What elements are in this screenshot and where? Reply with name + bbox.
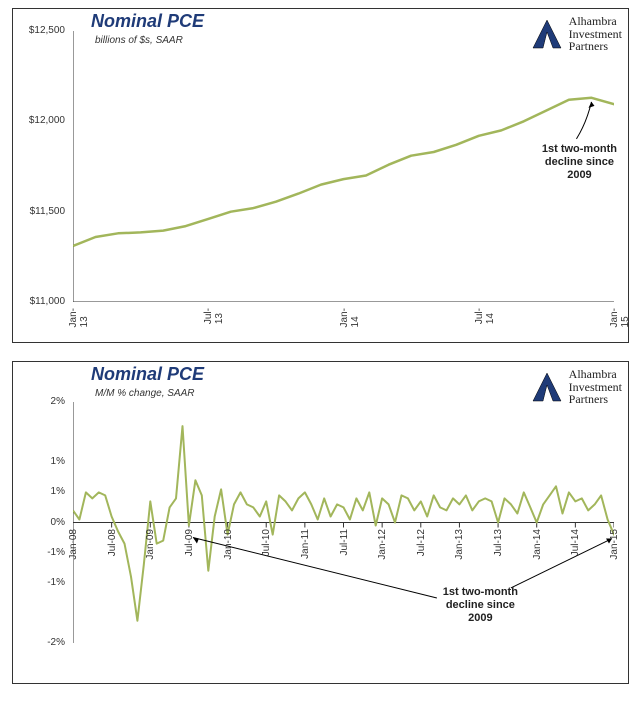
x-tick-label: Jul-14 <box>474 308 496 324</box>
x-tick-label: Jul-08 <box>107 529 118 556</box>
logo-2: Alhambra Investment Partners <box>531 368 622 406</box>
x-tick-label: Jan-15 <box>609 308 631 327</box>
y-tick-label: 1% <box>51 486 65 497</box>
chart-panel-2: Nominal PCE M/M % change, SAAR Alhambra … <box>12 361 629 684</box>
chart2-annotation: 1st two-month decline since 2009 <box>433 586 528 626</box>
x-tick-label: Jan-12 <box>377 529 388 560</box>
x-tick-label: Jan-13 <box>454 529 465 560</box>
x-tick-label: Jan-09 <box>145 529 156 560</box>
chart2-title: Nominal PCE <box>91 364 204 385</box>
chart2-subtitle: M/M % change, SAAR <box>95 388 194 399</box>
y-tick-label: -1% <box>47 577 65 588</box>
y-tick-label: $12,000 <box>29 115 65 126</box>
x-tick-label: Jan-10 <box>223 529 234 560</box>
x-tick-label: Jul-14 <box>570 529 581 556</box>
chart1-title: Nominal PCE <box>91 11 204 32</box>
x-tick-label: Jan-14 <box>532 529 543 560</box>
y-tick-label: 2% <box>51 396 65 407</box>
x-tick-label: Jul-11 <box>339 529 350 556</box>
chart2-plot-area: -2%-1%-1%0%1%1%2%Jan-08Jul-08Jan-09Jul-0… <box>73 402 614 643</box>
y-tick-label: $11,500 <box>30 206 65 217</box>
logo-line1: Alhambra <box>569 15 622 28</box>
y-tick-label: $12,500 <box>29 25 65 36</box>
y-tick-label: 0% <box>51 517 65 528</box>
chart1-annotation: 1st two-month decline since 2009 <box>534 143 624 183</box>
x-tick-label: Jul-13 <box>203 308 225 324</box>
x-tick-label: Jul-10 <box>261 529 272 556</box>
chart1-plot-area: $11,000$11,500$12,000$12,500Jan-13Jul-13… <box>73 31 614 302</box>
x-tick-label: Jan-15 <box>609 529 620 560</box>
x-tick-label: Jan-08 <box>68 529 79 560</box>
alhambra-logo-mark <box>531 371 565 403</box>
y-tick-label: -1% <box>47 547 65 558</box>
logo-text-2: Alhambra Investment Partners <box>569 368 622 406</box>
logo-line1: Alhambra <box>569 368 622 381</box>
y-tick-label: $11,000 <box>30 296 65 307</box>
x-tick-label: Jul-13 <box>493 529 504 556</box>
x-tick-label: Jan-14 <box>339 308 361 327</box>
x-tick-label: Jul-12 <box>416 529 427 556</box>
y-tick-label: -2% <box>47 637 65 648</box>
page-root: Nominal PCE billions of $s, SAAR Alhambr… <box>0 0 641 715</box>
y-tick-label: 1% <box>51 456 65 467</box>
x-tick-label: Jan-11 <box>300 529 311 559</box>
x-tick-label: Jul-09 <box>184 529 195 556</box>
chart-panel-1: Nominal PCE billions of $s, SAAR Alhambr… <box>12 8 629 343</box>
x-tick-label: Jan-13 <box>68 308 90 327</box>
